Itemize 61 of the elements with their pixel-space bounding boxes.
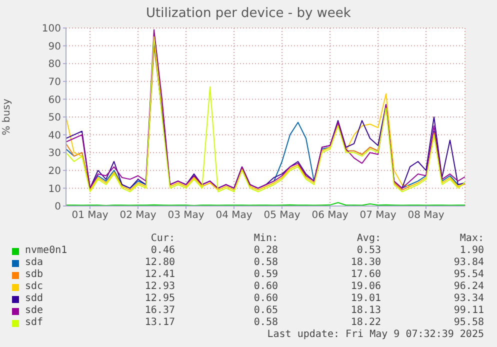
text: 0.65	[252, 305, 278, 317]
text: 1.90	[458, 245, 484, 257]
x-tick-label: 07 May	[360, 210, 396, 222]
text: 0.58	[252, 257, 278, 269]
text: 18.13	[350, 305, 381, 317]
y-tick-label: 50	[48, 112, 61, 124]
x-tick-label: 04 May	[216, 210, 252, 222]
text: 99.11	[452, 305, 484, 317]
y-tick-label: 70	[48, 76, 61, 88]
text: Max:	[458, 233, 484, 245]
text: 0.58	[252, 317, 278, 329]
text: 0.46	[150, 245, 175, 257]
text: 0.59	[252, 269, 278, 281]
x-tick-label: 03 May	[168, 210, 204, 222]
text: 18.30	[350, 257, 381, 269]
y-tick-label: 10	[48, 184, 61, 195]
text: Last update: Fri May 9 07:32:39 2025	[266, 329, 484, 341]
text: 12.93	[144, 281, 175, 293]
x-tick-label: 01 May	[72, 210, 108, 222]
legend-label: nvme0n1	[25, 245, 68, 257]
text: 12.80	[144, 257, 175, 269]
y-tick-label: 100	[42, 24, 61, 35]
legend-label: sdb	[25, 269, 44, 281]
text: 0.60	[252, 281, 278, 293]
chart-title: Utilization per device - by week	[145, 6, 352, 21]
y-tick-label: 40	[48, 130, 61, 142]
y-tick-label: 90	[48, 41, 61, 52]
text: 0.53	[356, 245, 381, 257]
text: 96.24	[452, 281, 484, 293]
text: 93.34	[452, 293, 484, 305]
text: 18.22	[350, 317, 381, 329]
y-tick-label: 30	[48, 148, 61, 160]
text: 17.60	[350, 269, 381, 281]
text: 16.37	[144, 305, 175, 317]
text: Cur:	[150, 233, 175, 245]
legend-label: sdc	[25, 281, 44, 293]
text: Avg:	[356, 233, 381, 245]
text: 19.01	[350, 293, 381, 305]
y-tick-label: 60	[48, 94, 61, 106]
text: 12.95	[144, 293, 175, 305]
text: 0.60	[252, 293, 278, 305]
x-tick-label: 06 May	[312, 210, 348, 222]
text: 13.17	[144, 317, 175, 329]
legend-label: sda	[25, 257, 44, 269]
text: 19.06	[350, 281, 381, 293]
y-tick-label: 0	[54, 202, 61, 213]
text: 93.84	[452, 257, 484, 269]
legend-label: sde	[25, 305, 44, 317]
legend-label: sdd	[25, 293, 44, 305]
y-tick-label: 80	[48, 59, 61, 70]
text: 95.58	[452, 317, 484, 329]
text: 95.54	[452, 269, 484, 281]
x-tick-label: 08 May	[408, 210, 444, 222]
text: 0.28	[252, 245, 278, 257]
text: Min:	[252, 233, 278, 245]
y-axis-title: % busy	[2, 98, 13, 136]
x-tick-label: 05 May	[264, 210, 300, 222]
text: 12.41	[144, 269, 175, 281]
x-tick-label: 02 May	[120, 210, 156, 222]
y-tick-label: 20	[48, 166, 61, 177]
legend-label: sdf	[25, 317, 44, 329]
